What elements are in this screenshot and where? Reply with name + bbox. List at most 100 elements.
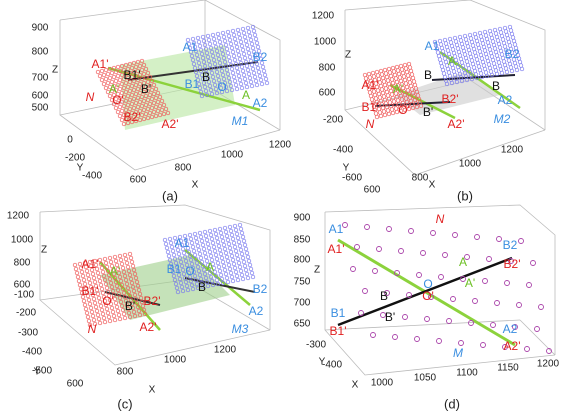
x-tick-label: 1200 [501,145,524,156]
point [213,252,219,258]
point [162,237,168,243]
point [197,85,203,91]
point-label: B2' [442,92,459,106]
point [212,248,218,254]
point [153,113,159,119]
point [420,250,426,256]
point-label: A1' [92,57,109,71]
point [135,104,141,110]
point-label: O [217,80,226,94]
point [194,281,200,287]
point [461,48,467,54]
point [100,311,106,317]
point [127,251,133,257]
point [259,60,265,66]
point [86,318,92,324]
point [192,231,198,237]
point [97,299,103,305]
point [223,84,229,90]
point [261,68,267,74]
point [229,253,235,259]
point [354,244,360,250]
point [482,29,488,35]
point [179,263,185,269]
point [376,91,382,97]
point [163,241,169,247]
point [214,48,220,54]
point [234,65,240,71]
point [382,67,388,73]
point [112,296,118,302]
point [350,266,356,272]
point [107,318,113,324]
point [113,87,119,93]
point [105,71,111,77]
point-label: B2' [504,257,521,271]
point [191,40,197,46]
point [211,78,217,84]
point [513,64,519,69]
point [102,256,108,262]
point [196,60,202,66]
point [499,33,505,39]
point [172,256,178,262]
point [107,66,113,72]
point [117,113,123,119]
point [218,251,224,257]
point [141,116,147,122]
point [488,50,494,56]
point [83,264,89,270]
point [534,326,540,332]
point [483,70,489,75]
point [248,37,254,43]
point [115,73,121,79]
point [220,72,226,78]
point [402,62,408,68]
point [76,278,82,284]
z-tick-label: 850 [294,235,311,246]
y-tick-label: -200 [16,308,36,319]
point [202,63,208,69]
point [247,262,253,268]
y-tick-label: 0 [67,135,73,146]
point [134,300,140,306]
point [176,272,182,278]
y-tick-label: -200 [323,115,343,126]
point [130,305,136,311]
point [207,83,213,89]
point [136,308,142,314]
point [215,281,221,287]
point [242,34,248,40]
point [382,82,388,88]
point [155,99,161,105]
point [474,75,480,81]
point [127,115,133,121]
point [133,64,139,70]
point [492,46,498,51]
point [174,264,180,270]
point [481,44,487,50]
point [139,299,145,305]
point [231,240,237,246]
point [239,43,245,49]
point [168,261,174,267]
point-label: A1' [362,78,379,92]
point [237,222,243,228]
point [171,273,177,279]
point [137,291,143,297]
point [89,309,95,315]
point [401,74,407,79]
point [484,36,490,42]
axis-label: Y [319,357,326,368]
point [380,90,386,96]
point [219,47,225,53]
point [507,61,513,67]
point [480,41,486,46]
point [173,281,179,287]
point [109,88,115,94]
point [253,78,259,84]
point [84,268,90,274]
point [123,298,129,304]
point [388,73,394,79]
point [187,45,193,51]
